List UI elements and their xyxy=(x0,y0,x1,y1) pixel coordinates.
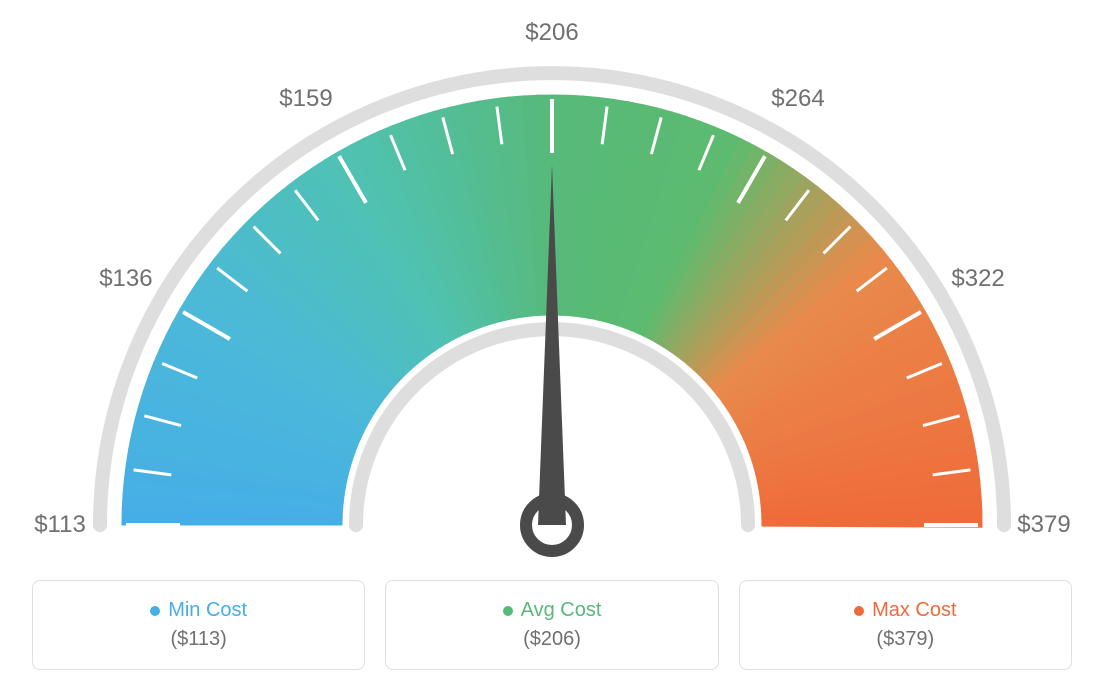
gauge-tick-label: $379 xyxy=(1017,511,1070,539)
dot-icon xyxy=(150,606,160,616)
gauge-tick-label: $113 xyxy=(34,511,86,539)
legend-max: Max Cost ($379) xyxy=(739,580,1072,670)
dot-icon xyxy=(854,606,864,616)
legend-max-label: Max Cost xyxy=(872,599,956,622)
legend-min: Min Cost ($113) xyxy=(32,580,365,670)
gauge-tick-label: $136 xyxy=(99,265,152,293)
legend-min-label: Min Cost xyxy=(168,599,247,622)
legend-avg-title: Avg Cost xyxy=(503,599,602,622)
legend-avg-value: ($206) xyxy=(523,628,581,651)
gauge-tick-label: $264 xyxy=(771,85,824,113)
gauge-svg xyxy=(0,0,1104,560)
legend-row: Min Cost ($113) Avg Cost ($206) Max Cost… xyxy=(32,580,1072,670)
legend-min-title: Min Cost xyxy=(150,599,247,622)
legend-min-value: ($113) xyxy=(171,628,227,651)
legend-max-title: Max Cost xyxy=(854,599,956,622)
gauge-tick-label: $206 xyxy=(525,19,578,47)
legend-avg-label: Avg Cost xyxy=(521,599,602,622)
gauge-chart: $113 $136 $159 $206 $264 $322 $379 xyxy=(0,0,1104,560)
legend-max-value: ($379) xyxy=(876,628,934,651)
dot-icon xyxy=(503,606,513,616)
gauge-tick-label: $159 xyxy=(279,85,332,113)
gauge-tick-label: $322 xyxy=(951,265,1004,293)
legend-avg: Avg Cost ($206) xyxy=(385,580,718,670)
